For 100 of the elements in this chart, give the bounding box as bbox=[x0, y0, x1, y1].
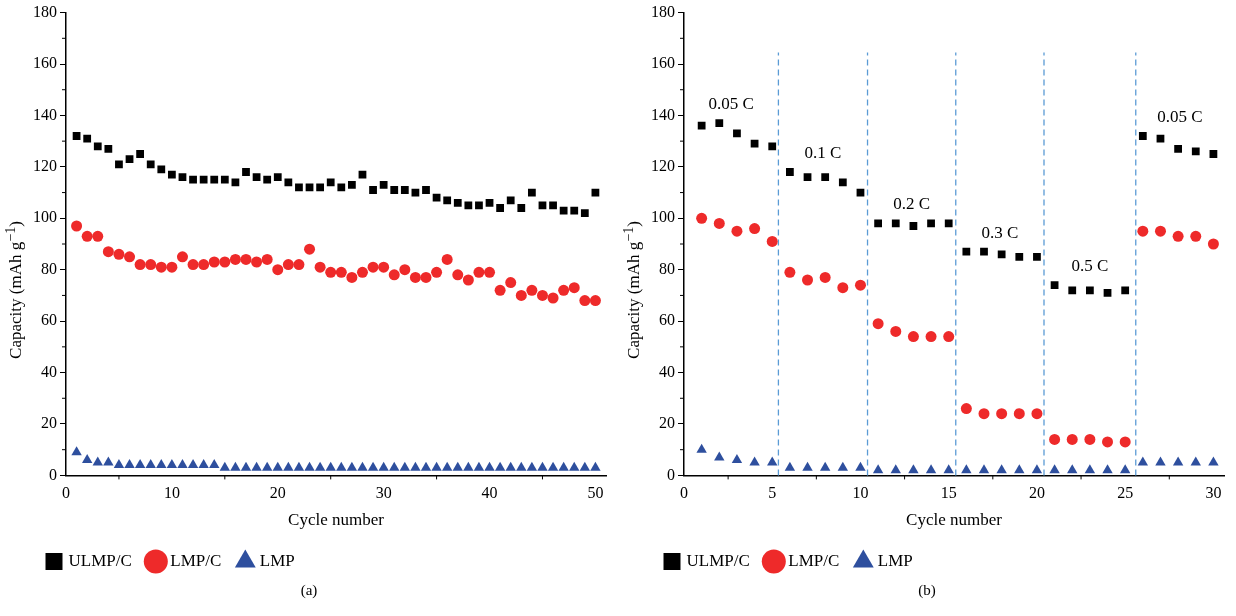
point bbox=[1207, 238, 1219, 250]
point bbox=[484, 266, 496, 278]
y-tick-label: 40 bbox=[659, 362, 675, 380]
y-tick-label: 180 bbox=[33, 2, 57, 20]
point bbox=[326, 178, 335, 187]
y-tick-label: 100 bbox=[33, 208, 57, 226]
point bbox=[356, 266, 368, 278]
x-tick-label: 5 bbox=[768, 484, 777, 502]
y-tick-label: 0 bbox=[667, 465, 675, 483]
point bbox=[1155, 456, 1166, 466]
point bbox=[390, 186, 399, 194]
point bbox=[696, 443, 707, 453]
point bbox=[1068, 286, 1077, 295]
point bbox=[145, 459, 156, 469]
y-tick-label: 160 bbox=[33, 54, 57, 72]
point bbox=[927, 219, 935, 228]
point bbox=[925, 331, 937, 343]
x-tick-label: 25 bbox=[1117, 484, 1134, 502]
point bbox=[124, 251, 136, 263]
point bbox=[293, 461, 305, 471]
point bbox=[819, 461, 831, 471]
point bbox=[1138, 132, 1147, 140]
point bbox=[367, 261, 379, 273]
point bbox=[261, 253, 273, 265]
point bbox=[273, 173, 282, 182]
point bbox=[325, 461, 336, 471]
point bbox=[431, 461, 442, 471]
point bbox=[978, 464, 990, 474]
point bbox=[453, 198, 462, 207]
point bbox=[282, 259, 294, 271]
x-tick-label: 20 bbox=[1028, 484, 1045, 502]
annotation: 0.05 C bbox=[1157, 106, 1203, 126]
point bbox=[1190, 456, 1201, 466]
annotation: 0.3 C bbox=[981, 222, 1019, 242]
point bbox=[802, 274, 814, 286]
point bbox=[336, 461, 347, 471]
point bbox=[81, 230, 93, 242]
point bbox=[189, 175, 197, 184]
point bbox=[559, 206, 568, 215]
point bbox=[198, 259, 210, 271]
point bbox=[1067, 464, 1078, 474]
annotation: 0.1 C bbox=[804, 142, 842, 162]
point bbox=[766, 235, 778, 247]
point bbox=[1103, 288, 1112, 297]
y-tick-label: 180 bbox=[651, 2, 675, 20]
point bbox=[908, 464, 919, 474]
point bbox=[697, 121, 706, 130]
y-tick-label: 140 bbox=[651, 105, 675, 123]
legend-label: ULMP/C bbox=[68, 550, 132, 570]
point bbox=[874, 219, 883, 228]
point bbox=[872, 318, 884, 330]
point bbox=[731, 453, 743, 463]
point bbox=[784, 266, 796, 278]
point bbox=[337, 183, 346, 192]
point bbox=[209, 459, 220, 469]
point bbox=[536, 289, 548, 301]
point bbox=[890, 464, 901, 474]
annotation: 0.5 C bbox=[1071, 256, 1109, 276]
point bbox=[527, 188, 536, 197]
point bbox=[1085, 286, 1094, 295]
point bbox=[579, 295, 591, 307]
point bbox=[441, 253, 453, 265]
point bbox=[907, 331, 919, 343]
point bbox=[284, 178, 293, 187]
point bbox=[837, 282, 849, 294]
point bbox=[714, 451, 725, 461]
point bbox=[505, 277, 517, 289]
point bbox=[71, 446, 82, 456]
point bbox=[125, 155, 134, 164]
x-tick-label: 10 bbox=[163, 484, 180, 502]
text: (b) bbox=[917, 582, 937, 599]
point bbox=[146, 160, 155, 169]
point bbox=[1191, 147, 1200, 156]
point bbox=[890, 325, 902, 337]
point bbox=[156, 459, 167, 469]
point bbox=[713, 217, 725, 229]
point bbox=[1031, 408, 1043, 420]
point bbox=[526, 461, 538, 471]
point bbox=[157, 165, 166, 174]
point bbox=[210, 175, 219, 184]
point bbox=[802, 461, 813, 471]
point bbox=[314, 461, 326, 471]
point bbox=[925, 464, 937, 474]
point bbox=[569, 461, 580, 471]
point bbox=[261, 461, 273, 471]
point bbox=[369, 186, 377, 194]
point bbox=[432, 193, 441, 202]
point bbox=[733, 129, 741, 138]
point bbox=[431, 266, 443, 278]
point bbox=[537, 461, 548, 471]
point bbox=[176, 251, 188, 263]
point bbox=[400, 186, 409, 194]
point bbox=[420, 271, 432, 283]
text: (a) bbox=[299, 582, 319, 599]
point bbox=[696, 212, 708, 224]
point bbox=[473, 461, 485, 471]
x-tick-label: 0 bbox=[62, 484, 70, 502]
x-tick-label: 15 bbox=[940, 484, 957, 502]
point bbox=[422, 186, 430, 194]
point bbox=[314, 261, 326, 273]
